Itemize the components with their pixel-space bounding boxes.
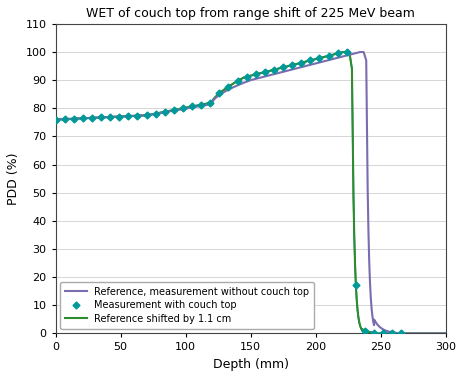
Measurement with couch top <box>162 110 168 114</box>
Measurement with couch top <box>262 70 268 74</box>
Measurement with couch top <box>198 102 204 107</box>
Reference, measurement without couch top <box>394 331 399 336</box>
Measurement with couch top <box>89 116 95 120</box>
Reference, measurement without couch top <box>219 91 225 96</box>
Measurement with couch top <box>326 53 332 58</box>
Measurement with couch top <box>371 330 377 335</box>
Measurement with couch top <box>344 50 350 54</box>
Measurement with couch top <box>399 331 404 336</box>
Reference, measurement without couch top <box>53 117 58 122</box>
Measurement with couch top <box>225 84 231 89</box>
Measurement with couch top <box>207 101 213 105</box>
Measurement with couch top <box>335 51 340 56</box>
Reference shifted by 1.1 cm <box>219 89 225 93</box>
Measurement with couch top <box>353 282 359 287</box>
Reference shifted by 1.1 cm <box>435 331 441 336</box>
Title: WET of couch top from range shift of 225 MeV beam: WET of couch top from range shift of 225… <box>86 7 415 20</box>
Reference, measurement without couch top <box>393 330 399 335</box>
Measurement with couch top <box>317 56 322 60</box>
Reference shifted by 1.1 cm <box>340 50 346 54</box>
Measurement with couch top <box>189 104 195 109</box>
Measurement with couch top <box>244 74 250 79</box>
Measurement with couch top <box>307 58 313 63</box>
X-axis label: Depth (mm): Depth (mm) <box>213 358 288 371</box>
Reference shifted by 1.1 cm <box>202 102 208 106</box>
Measurement with couch top <box>362 328 368 333</box>
Reference, measurement without couch top <box>97 115 103 120</box>
Measurement with couch top <box>381 331 386 336</box>
Measurement with couch top <box>53 117 58 122</box>
Reference shifted by 1.1 cm <box>97 115 103 120</box>
Measurement with couch top <box>107 115 113 119</box>
Measurement with couch top <box>289 63 295 67</box>
Measurement with couch top <box>235 79 240 83</box>
Measurement with couch top <box>389 331 395 336</box>
Measurement with couch top <box>125 114 131 118</box>
Measurement with couch top <box>98 115 104 120</box>
Measurement with couch top <box>135 113 140 118</box>
Reference shifted by 1.1 cm <box>373 331 378 336</box>
Measurement with couch top <box>62 117 68 121</box>
Reference shifted by 1.1 cm <box>53 117 58 122</box>
Measurement with couch top <box>117 115 122 119</box>
Measurement with couch top <box>153 111 158 116</box>
Reference shifted by 1.1 cm <box>443 331 448 336</box>
Measurement with couch top <box>280 65 286 70</box>
Y-axis label: PDD (%): PDD (%) <box>7 152 20 205</box>
Reference, measurement without couch top <box>202 103 208 107</box>
Measurement with couch top <box>80 116 86 121</box>
Measurement with couch top <box>180 106 186 110</box>
Measurement with couch top <box>171 108 176 112</box>
Reference, measurement without couch top <box>435 331 441 336</box>
Measurement with couch top <box>71 116 76 121</box>
Reference, measurement without couch top <box>120 114 126 119</box>
Line: Measurement with couch top: Measurement with couch top <box>53 50 404 336</box>
Line: Reference, measurement without couch top: Reference, measurement without couch top <box>56 52 445 333</box>
Measurement with couch top <box>217 91 222 96</box>
Legend: Reference, measurement without couch top, Measurement with couch top, Reference : Reference, measurement without couch top… <box>60 282 314 328</box>
Measurement with couch top <box>299 60 304 65</box>
Reference shifted by 1.1 cm <box>394 331 399 336</box>
Measurement with couch top <box>271 67 277 72</box>
Measurement with couch top <box>253 72 258 77</box>
Reference shifted by 1.1 cm <box>120 114 126 119</box>
Measurement with couch top <box>144 113 149 118</box>
Reference, measurement without couch top <box>357 50 363 54</box>
Line: Reference shifted by 1.1 cm: Reference shifted by 1.1 cm <box>56 52 445 333</box>
Reference, measurement without couch top <box>443 331 448 336</box>
